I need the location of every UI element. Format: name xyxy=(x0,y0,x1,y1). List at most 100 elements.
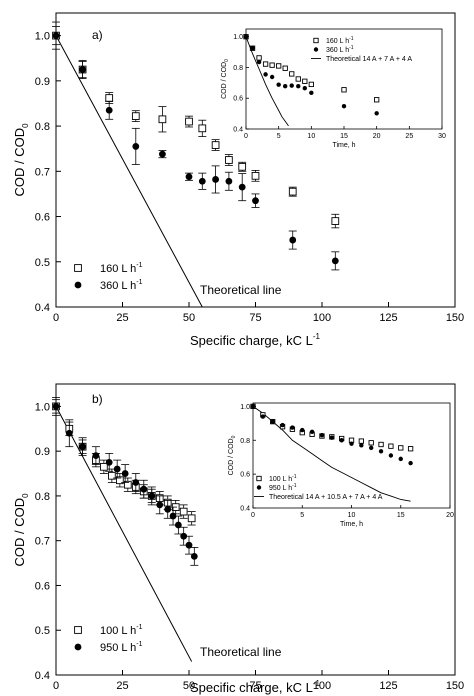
series-0 xyxy=(52,399,196,526)
data-point xyxy=(198,124,207,133)
legend-label-sup: -1 xyxy=(136,624,142,631)
inset-legend-marker xyxy=(256,475,262,482)
data-point xyxy=(180,532,188,540)
inset-y-tick-label: 1.0 xyxy=(233,34,243,41)
y-tick-label: 0.6 xyxy=(35,580,50,592)
inset-frame xyxy=(245,28,443,130)
x-tick-label: 25 xyxy=(116,312,128,324)
x-tick-label: 75 xyxy=(249,680,261,692)
inset-data-point xyxy=(269,74,275,80)
series-1 xyxy=(52,21,340,271)
x-tick-label: 125 xyxy=(379,312,397,324)
data-point xyxy=(108,471,116,480)
data-point xyxy=(331,217,340,225)
inset-data-point xyxy=(341,87,347,93)
inset-theoretical-curve xyxy=(252,406,411,502)
legend-label: 950 L h-1 xyxy=(100,641,143,654)
data-point xyxy=(52,402,60,410)
inset-data-point xyxy=(302,86,307,91)
legend-label-sup: -1 xyxy=(136,641,142,648)
data-point xyxy=(187,514,196,523)
data-point xyxy=(211,141,220,149)
inset-y-tick-label: 0.8 xyxy=(233,65,243,72)
data-point xyxy=(123,480,132,489)
chart-panel-b: 0 25 50 75 100 125 1500.40.50.60.70.80.91.0Spe… xyxy=(12,383,464,695)
x-tick-label: 150 xyxy=(446,312,464,324)
y-tick-label: 0.8 xyxy=(35,121,50,133)
data-point xyxy=(156,501,164,509)
inset-data-point xyxy=(270,419,275,424)
legend-marker xyxy=(74,281,82,289)
inset-legend-label-sup: -1 xyxy=(292,483,297,489)
series-1 xyxy=(52,397,199,566)
y-tick-label: 0.4 xyxy=(35,670,50,682)
data-point xyxy=(198,177,206,185)
inset-x-tick-label: 20 xyxy=(446,512,454,519)
inset-data-point xyxy=(243,34,249,39)
inset-legend-label-sup: -1 xyxy=(292,474,297,480)
data-point xyxy=(289,236,297,244)
inset-data-point xyxy=(280,422,285,428)
data-point xyxy=(131,112,140,120)
inset-data-point xyxy=(388,453,394,458)
data-point xyxy=(238,183,246,191)
theoretical-line xyxy=(55,35,203,308)
inset-y-axis-label-sub: 0 xyxy=(224,59,230,62)
inset-data-point xyxy=(398,445,404,451)
inset-x-tick-label: 30 xyxy=(438,133,446,140)
inset-y-tick-label: 0.8 xyxy=(240,438,250,445)
theoretical-line xyxy=(55,406,193,662)
inset-legend-label: 950 L h-1 xyxy=(269,483,297,492)
data-point xyxy=(100,462,108,471)
inset-data-point xyxy=(308,81,314,88)
data-point xyxy=(164,505,172,513)
inset-series-1 xyxy=(243,34,379,116)
data-point xyxy=(79,66,86,73)
inset-data-point xyxy=(398,456,403,462)
inset-x-axis-label: Time, h xyxy=(332,142,355,149)
inset-data-point xyxy=(368,440,374,446)
inset-data-point xyxy=(300,427,305,433)
y-axis-label-sub: 0 xyxy=(21,493,30,498)
inset-y-axis-label: COD / COD0 xyxy=(221,59,230,99)
data-point xyxy=(185,117,193,126)
inset-data-point xyxy=(263,72,268,77)
inset-data-point xyxy=(260,414,266,419)
x-axis-label: Specific charge, kC L-1 xyxy=(190,679,321,695)
data-point xyxy=(331,257,339,265)
inset-data-point xyxy=(296,84,301,89)
inset-data-point xyxy=(250,46,255,51)
theoretical-line-label: Theoretical line xyxy=(200,283,282,297)
inset-x-tick-label: 5 xyxy=(300,512,304,519)
legend-marker xyxy=(74,264,82,272)
inset-series-1 xyxy=(250,404,413,466)
data-point xyxy=(169,512,177,520)
y-tick-label: 0.9 xyxy=(35,446,50,458)
y-axis-label: COD / COD0 xyxy=(12,493,30,567)
x-axis-label-sup: -1 xyxy=(313,332,321,341)
data-point xyxy=(159,150,166,158)
inset-legend-label: 100 L h-1 xyxy=(269,474,297,483)
inset-legend-marker xyxy=(256,485,262,490)
data-point xyxy=(185,173,193,181)
x-tick-label: 100 xyxy=(313,680,331,692)
inset-x-tick-label: 25 xyxy=(405,133,413,140)
x-tick-label: 25 xyxy=(116,680,128,692)
inset-x-tick-label: 0 xyxy=(251,512,255,519)
data-point xyxy=(113,465,121,473)
legend-label-sup: -1 xyxy=(136,262,142,269)
inset-y-tick-label: 0.4 xyxy=(240,506,250,513)
chart-panel-a: 0 25 50 75 100 125 1500.40.50.60.70.80.91.0Spe… xyxy=(12,12,464,348)
inset-data-point xyxy=(256,59,262,65)
inset-data-point xyxy=(349,441,354,446)
data-point xyxy=(252,197,259,205)
inset-data-point xyxy=(407,446,414,452)
inset-chart: 0 5 10 15 20 25 30 0.4 0.6 0.8 1.0 Time, h COD / COD… xyxy=(221,28,446,149)
legend-label: 360 L h-1 xyxy=(100,279,143,292)
data-point xyxy=(132,479,140,486)
inset-legend-label: 360 L h-1 xyxy=(326,45,354,54)
inset-x-tick-label: 5 xyxy=(277,133,281,140)
inset-data-point xyxy=(282,65,288,71)
inset-data-point xyxy=(289,83,294,88)
y-tick-label: 0.5 xyxy=(35,625,50,637)
